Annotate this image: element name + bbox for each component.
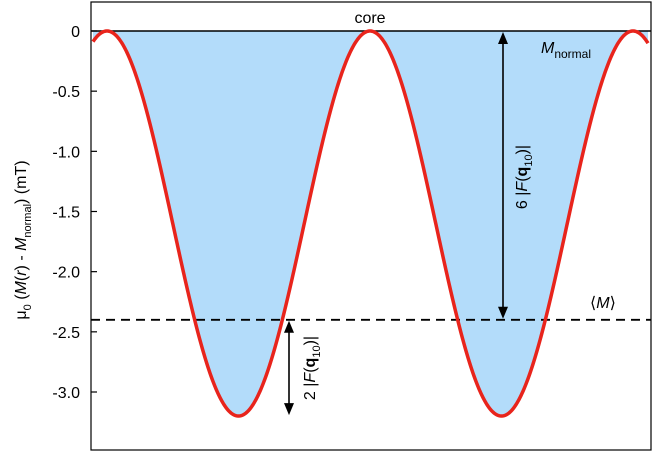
y-axis-label: μ0 (M(r) - Mnormal) (mT)	[13, 160, 34, 319]
mean-m-label: ⟨M⟩	[590, 295, 616, 312]
two-f-text: 2 |F(q10)|	[302, 336, 323, 400]
six-f-arrow	[498, 32, 508, 319]
plot-frame	[90, 1, 652, 451]
mean-close-bracket: ⟩	[610, 295, 616, 312]
y-axis-label-text: μ0 (M(r) - Mnormal) (mT)	[13, 160, 34, 319]
two-close: )|	[302, 336, 319, 345]
y-tick-label: -2.0	[52, 265, 80, 282]
m-normal-m: M	[541, 40, 555, 57]
ylabel-m1: M	[13, 280, 30, 294]
y-tick-label: -2.5	[52, 325, 80, 342]
six-open-paren: (	[514, 176, 531, 182]
magnetization-fill-area	[93, 31, 648, 417]
m-normal-label: Mnormal	[541, 40, 591, 61]
y-axis: 0 -0.5 -1.0 -1.5 -2.0 -2.5 -3.0	[52, 24, 97, 402]
y-tick-label: -0.5	[52, 84, 80, 101]
two-q-sub: 10	[311, 345, 323, 357]
two-f-label: 2 |F(q10)|	[302, 336, 323, 400]
ylabel-close: ) (mT)	[13, 160, 30, 204]
ylabel-mid: ) -	[13, 251, 30, 271]
six-f: F	[514, 181, 531, 192]
y-tick-label: 0	[71, 24, 80, 41]
m-normal-subscript: normal	[554, 47, 591, 61]
two-f: F	[302, 372, 319, 383]
y-tick-label: -3.0	[52, 385, 80, 402]
magnetization-curve	[91, 29, 650, 418]
mean-open-bracket: ⟨	[590, 295, 596, 312]
mean-m: M	[596, 295, 610, 312]
mu-symbol: μ	[13, 310, 30, 319]
two-q: q	[302, 358, 319, 368]
two-f-arrow	[284, 320, 294, 416]
y-tick-label: -1.0	[52, 144, 80, 161]
six-close: )|	[514, 145, 531, 154]
mu-subscript: 0	[22, 304, 34, 310]
ylabel-normal-subscript: normal	[22, 204, 34, 238]
core-label: core	[354, 10, 385, 27]
six-q-sub: 10	[523, 154, 535, 166]
plot-area	[90, 1, 652, 451]
six-prefix: 6 |	[514, 192, 531, 210]
two-prefix: 2 |	[302, 383, 319, 401]
ylabel-m2: M	[13, 237, 30, 251]
two-open-paren: (	[302, 367, 319, 373]
y-tick-label: -1.5	[52, 205, 80, 222]
six-f-text: 6 |F(q10)|	[514, 145, 535, 209]
six-q: q	[514, 167, 531, 177]
ylabel-open: (	[13, 294, 30, 304]
ylabel-paren-r: (	[13, 275, 30, 281]
six-f-label: 6 |F(q10)|	[514, 145, 535, 209]
ylabel-r: r	[13, 270, 30, 276]
